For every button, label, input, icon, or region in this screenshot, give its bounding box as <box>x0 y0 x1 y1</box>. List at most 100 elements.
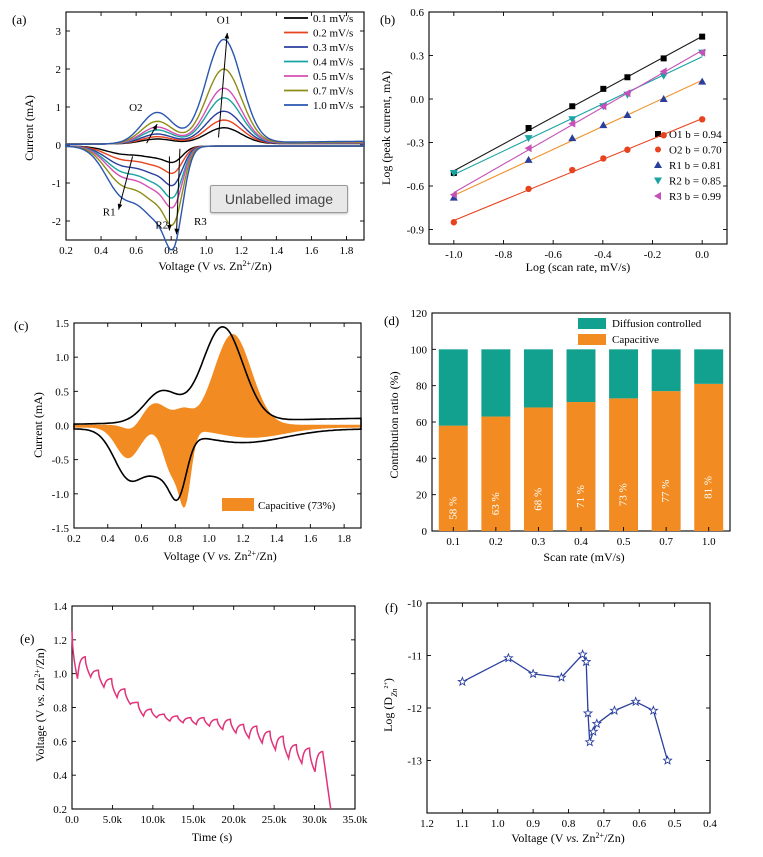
panel-e-title: (e) <box>20 631 34 646</box>
panel-a-cv-curve <box>65 38 365 251</box>
panel-e-x-tick-label: 25.0k <box>262 814 287 826</box>
panel-c-legend-swatch <box>222 498 254 511</box>
panel-a-peak-label: O1 <box>217 14 230 26</box>
panel-f-x-tick-label: 1.2 <box>420 818 434 830</box>
panel-f-star-point <box>527 668 539 679</box>
panel-f-star-point <box>584 736 595 747</box>
panel-a-xlabel: Voltage (V vs. Zn2+/Zn) <box>158 259 271 274</box>
panel-b-x-tick-label: -0.2 <box>644 249 661 261</box>
panel-a-x-tick-label: 0.4 <box>94 245 108 257</box>
panel-c-title: (c) <box>14 318 28 333</box>
panel-d-x-tick-label: 0.1 <box>446 536 460 548</box>
panel-b-point <box>449 169 458 177</box>
panel-e-x-tick-label: 0.0 <box>65 814 79 826</box>
panel-b-legend-marker <box>655 131 661 137</box>
label-text: Voltage (V <box>158 259 213 273</box>
panel-a-y-tick-label: 0 <box>56 140 62 152</box>
panel-a-arrow <box>218 32 228 138</box>
panel-b-frame <box>428 11 728 245</box>
label-superscript: 2+ <box>248 549 257 558</box>
panel-b-legend-label: R3 b = 0.99 <box>669 191 722 203</box>
panel-d-bar-diffusion <box>651 349 681 392</box>
panel-d-y-tick-label: 20 <box>416 490 428 502</box>
panel-f-star-point <box>503 652 514 663</box>
panel-a-legend-label: 0.5 mV/s <box>313 71 353 83</box>
panel-d-data-label: 68 % <box>532 488 544 511</box>
panel-a-y-tick-label: 1 <box>56 102 62 114</box>
panel-f-y-tick-label: -13 <box>407 756 422 768</box>
panel-f-star-point <box>630 696 641 707</box>
panel-c-ylabel: Current (mA) <box>31 392 45 458</box>
panel-d-data-label: 73 % <box>618 483 630 506</box>
panel-e-y-tick-label: 0.6 <box>53 736 67 748</box>
panel-b-point <box>569 103 576 110</box>
panel-c-x-tick-label: 1.2 <box>236 533 250 545</box>
panel-b-point <box>568 119 576 128</box>
label-text: /Zn) <box>33 648 47 669</box>
panel-a-arrowhead <box>152 124 158 131</box>
panel-e-voltage-curve <box>71 631 332 810</box>
panel-b-point <box>660 55 667 62</box>
panel-a-cv-curve <box>65 126 365 164</box>
panel-a-x-tick-label: 1.6 <box>305 245 319 257</box>
panel-a-x-tick-label: 0.8 <box>164 245 178 257</box>
panel-b-point <box>524 155 533 163</box>
label-text: Current (mA) <box>22 95 36 161</box>
label-text: ) <box>381 678 395 682</box>
panel-b-point <box>599 102 607 111</box>
panel-a-x-tick-label: 0.2 <box>59 245 73 257</box>
panel-b-y-tick-label: -0.9 <box>407 225 425 237</box>
panel-d-legend-swatch <box>578 318 606 329</box>
panel-a-arrow <box>118 156 134 210</box>
panel-d-legend-swatch <box>578 334 606 345</box>
panel-f-star-point <box>582 707 594 718</box>
label-superscript: 2+ <box>384 681 390 688</box>
panel-f-x-tick-label: 0.7 <box>597 818 611 830</box>
panel-a-legend-label: 0.3 mV/s <box>313 42 353 54</box>
panel-c-y-tick-label: -1.5 <box>52 523 70 535</box>
panel-a-legend-label: 0.4 mV/s <box>313 57 353 69</box>
panel-f-frame <box>426 602 711 814</box>
panel-f-star-point <box>577 649 588 659</box>
panel-e-x-tick-label: 20.0k <box>221 814 246 826</box>
panel-e-y-tick-label: 0.2 <box>53 804 67 816</box>
label-text: /Zn) <box>604 831 625 845</box>
panel-d-bar-capacitive <box>694 383 724 531</box>
panel-d-legend-label: Diffusion controlled <box>612 318 702 330</box>
label-text: Voltage (V <box>33 707 47 762</box>
panel-a-peak-label: R2 <box>155 220 168 232</box>
panel-c-y-tick-label: -1.0 <box>52 489 70 501</box>
panel-b-x-tick-label: -0.4 <box>594 249 612 261</box>
panel-e-axes: 0.0 5.0k 10.0k 15.0k 20.0k 25.0k 30.0k 35.0k 0.2… <box>20 601 368 844</box>
panel-b-point <box>623 110 632 118</box>
panel-b-axes: -1.0 -0.8 -0.6 -0.4 -0.2 0.0 -0.9 -0.6 -0.3 0.0 0.… <box>379 7 728 274</box>
panel-b-y-tick-label: 0.3 <box>410 51 424 63</box>
panel-f-x-tick-label: 0.5 <box>668 818 682 830</box>
label-italic: vs. <box>566 831 579 845</box>
panel-b-point <box>623 89 631 98</box>
panel-b-point <box>524 135 533 143</box>
panel-c-capacitive-area <box>74 334 361 508</box>
panel-f-star-point <box>662 755 673 765</box>
panel-b-legend-label: O2 b = 0.70 <box>669 145 722 157</box>
panel-b-fit-line <box>453 56 703 176</box>
panel-a-x-tick-label: 1.8 <box>340 245 354 257</box>
panel-c-cv-curve <box>73 325 362 502</box>
panel-c-y-tick-label: -0.5 <box>52 455 70 467</box>
panel-b-point <box>698 77 707 85</box>
panel-b-point <box>449 193 458 201</box>
panel-b-point <box>659 95 668 102</box>
panel-d-y-tick-label: 60 <box>416 417 428 429</box>
panel-b-point <box>450 219 458 226</box>
panel-b-legend-marker <box>654 161 662 168</box>
panel-b-point <box>698 48 706 57</box>
panel-b-point <box>568 116 577 124</box>
panel-d-bar-diffusion <box>523 349 553 408</box>
panel-d-bar-diffusion <box>566 349 596 403</box>
panel-b-title: (b) <box>380 12 395 27</box>
label-text: Zn <box>582 831 595 845</box>
panel-a-x-tick-label: 1.2 <box>234 245 248 257</box>
panel-b-point <box>524 144 532 153</box>
panel-e-y-tick-label: 0.8 <box>53 703 67 715</box>
panel-d-data-label: 63 % <box>490 492 502 515</box>
